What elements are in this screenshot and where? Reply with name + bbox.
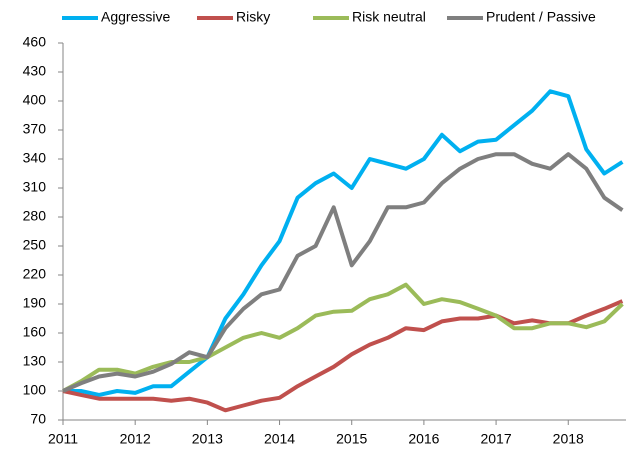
y-tick-label: 310: [23, 179, 47, 195]
series-line: [62, 299, 624, 413]
x-tick-label: 2011: [48, 431, 78, 447]
x-tick-label: 2012: [120, 431, 151, 447]
series-line: [62, 282, 624, 393]
legend-label: Prudent / Passive: [486, 9, 596, 25]
x-tick-label: 2014: [264, 431, 295, 447]
x-tick-label: 2013: [192, 431, 223, 447]
y-tick-label: 370: [23, 121, 47, 137]
y-tick-label: 280: [23, 208, 47, 224]
y-tick-label: 460: [23, 34, 47, 50]
series-line: [62, 152, 624, 393]
y-tick-label: 130: [23, 353, 47, 369]
x-tick-label: 2017: [480, 431, 511, 447]
y-tick-label: 340: [23, 150, 47, 166]
y-tick-label: 400: [23, 92, 47, 108]
legend-label: Risky: [236, 9, 270, 25]
y-tick-label: 220: [23, 266, 47, 282]
series-line: [63, 89, 624, 397]
y-tick-label: 430: [23, 63, 47, 79]
x-tick-label: 2016: [408, 431, 439, 447]
y-tick-label: 190: [23, 295, 47, 311]
x-tick-label: 2015: [336, 431, 367, 447]
legend-label: Risk neutral: [352, 9, 426, 25]
y-tick-label: 70: [30, 411, 46, 427]
y-tick-label: 160: [23, 324, 47, 340]
x-tick-label: 2018: [553, 431, 584, 447]
y-tick-label: 250: [23, 237, 47, 253]
legend-label: Aggressive: [101, 9, 170, 25]
y-tick-label: 100: [23, 382, 47, 398]
